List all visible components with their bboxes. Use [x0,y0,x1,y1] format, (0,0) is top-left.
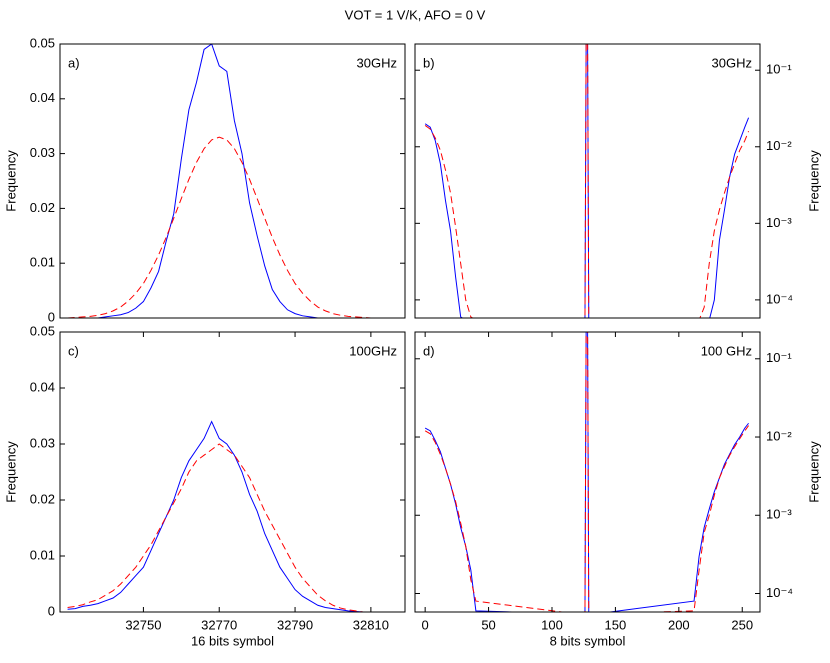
series-line [67,136,394,318]
y-tick-label: 0 [48,603,55,618]
x-tick-label: 150 [605,617,627,632]
y-tick-label: 10⁻² [766,428,792,443]
axes-box [414,43,761,319]
y-tick-label: 0.01 [30,255,55,270]
y-tick-label: 0.05 [30,35,55,50]
y-tick-label: 10⁻¹ [766,350,792,365]
y-tick-label: 0 [48,309,55,324]
y-tick-label: 0.01 [30,547,55,562]
x-tick-label: 32770 [201,617,237,632]
series-line [424,44,750,318]
x-tick-label: 250 [731,617,753,632]
y-tick-label: 0.04 [30,90,55,105]
x-tick-label: 32750 [125,617,161,632]
x-tick-label: 0 [422,617,429,632]
y-tick-label: 0.04 [30,379,55,394]
x-tick-label: 32790 [277,617,313,632]
y-tick-label: 10⁻³ [766,507,792,522]
axes-box [59,43,406,319]
panel-label: c) [68,343,79,358]
y-axis-label: Frequency [3,150,18,212]
y-tick-label: 0.05 [30,323,55,338]
y-tick-label: 10⁻¹ [766,62,792,77]
y-tick-label: 0.03 [30,435,55,450]
y-axis-label: Frequency [806,441,821,503]
panel-annotation: 100 GHz [701,343,752,358]
axes-box [59,331,406,613]
y-axis-label: Frequency [3,441,18,503]
y-tick-label: 10⁻³ [766,215,792,230]
figure-title: VOT = 1 V/K, AFO = 0 V [345,7,486,22]
series-line [67,44,394,318]
panel-annotation: 100GHz [349,343,397,358]
panel-label: d) [423,343,435,358]
series-line [424,332,749,612]
series-line [67,443,394,612]
panel-label: a) [68,55,80,70]
x-tick-label: 50 [481,617,495,632]
x-axis-label: 16 bits symbol [191,633,274,648]
panel-annotation: 30GHz [357,55,397,70]
x-tick-label: 100 [541,617,563,632]
y-tick-label: 10⁻⁴ [766,291,793,306]
y-tick-label: 0.03 [30,145,55,160]
x-axis-label: 8 bits symbol [550,633,626,648]
panel-annotation: 30GHz [712,55,752,70]
series-line [67,420,394,612]
series-line [424,44,750,318]
panel-label: b) [423,55,435,70]
y-tick-label: 10⁻⁴ [766,585,793,600]
y-axis-label: Frequency [806,150,821,212]
x-tick-label: 32810 [353,617,389,632]
y-tick-label: 10⁻² [766,138,792,153]
x-tick-label: 200 [668,617,690,632]
y-tick-label: 0.02 [30,491,55,506]
axes-box [414,331,761,613]
y-tick-label: 0.02 [30,200,55,215]
